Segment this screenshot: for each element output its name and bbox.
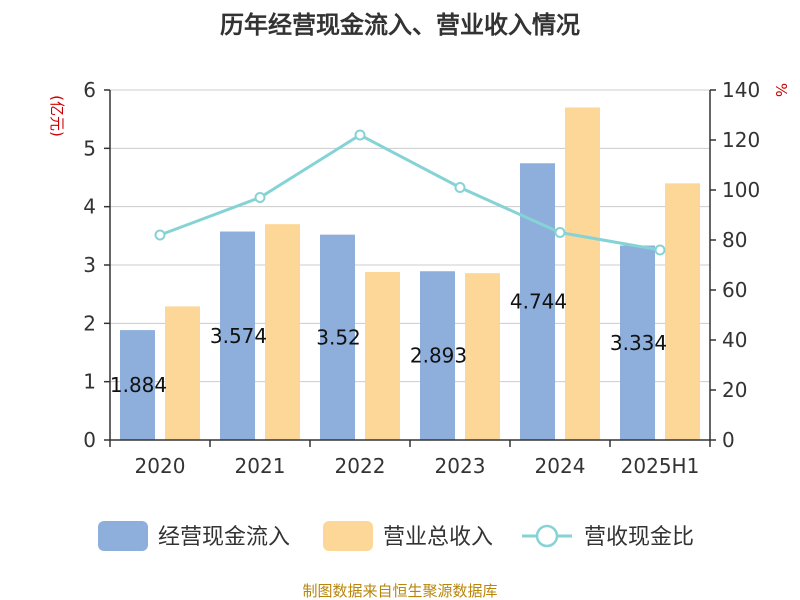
ratio-line-path (159, 133, 661, 252)
left-tick-label: 6 (83, 78, 96, 102)
gridlines (110, 89, 710, 383)
bar-data-label: 3.52 (316, 325, 361, 349)
legend: 经营现金流入 营业总收入 营收现金比 (98, 521, 694, 551)
bar (520, 163, 555, 440)
ratio-point (654, 244, 666, 256)
bar (420, 271, 455, 440)
left-axis-unit: (亿元) (48, 95, 66, 137)
bar (165, 306, 200, 440)
left-tick-label: 1 (83, 370, 96, 394)
bar-data-label: 3.334 (610, 331, 667, 355)
bar (365, 272, 400, 440)
bar-data-label: 3.574 (210, 324, 267, 348)
x-tick-label: 2022 (335, 454, 386, 478)
ratio-line (154, 129, 666, 256)
legend-label: 营收现金比 (584, 525, 694, 550)
legend-label: 经营现金流入 (158, 525, 290, 550)
bar (565, 107, 600, 440)
source-note: 制图数据来自恒生聚源数据库 (302, 582, 497, 600)
right-tick-label: 120 (722, 128, 760, 152)
ratio-point (454, 182, 466, 193)
chart-title: 历年经营现金流入、营业收入情况 (220, 11, 580, 39)
left-tick-label: 2 (83, 311, 96, 335)
x-tick-label: 2024 (535, 454, 586, 478)
right-axis-unit: % (772, 83, 790, 97)
data-labels: 1.884 3.574 3.52 2.893 4.744 3.334 (110, 290, 667, 397)
ratio-point (554, 227, 566, 238)
x-tick-label: 2021 (235, 454, 286, 478)
bar (120, 330, 155, 440)
legend-swatch-cash-inflow (98, 521, 148, 551)
bar-data-label: 4.744 (510, 290, 567, 314)
x-tick-label: 2023 (435, 454, 486, 478)
legend-label: 营业总收入 (383, 525, 493, 550)
right-tick-label: 140 (722, 78, 760, 102)
right-tick-label: 40 (722, 328, 747, 352)
right-tick-label: 60 (722, 278, 747, 302)
bars (120, 107, 700, 441)
right-tick-label: 0 (722, 428, 735, 452)
ratio-point (254, 192, 266, 203)
x-tick-label: 2025H1 (621, 454, 700, 478)
bar-data-label: 1.884 (110, 373, 167, 397)
legend-marker-ratio (535, 524, 559, 548)
ratio-point (354, 129, 366, 141)
left-tick-label: 3 (83, 253, 96, 277)
bar (665, 183, 700, 441)
legend-swatch-revenue (323, 521, 373, 551)
right-tick-label: 20 (722, 378, 747, 402)
right-tick-label: 100 (722, 178, 760, 202)
bar (620, 245, 655, 440)
left-tick-label: 5 (83, 136, 96, 160)
bar (320, 234, 355, 440)
right-tick-label: 80 (722, 228, 747, 252)
bar (465, 273, 500, 440)
bar (265, 224, 300, 440)
bar-data-label: 2.893 (410, 344, 467, 368)
ratio-point (154, 229, 166, 241)
left-tick-label: 0 (83, 428, 96, 452)
left-tick-label: 4 (83, 195, 96, 219)
bar (220, 231, 255, 440)
x-tick-label: 2020 (135, 454, 186, 478)
